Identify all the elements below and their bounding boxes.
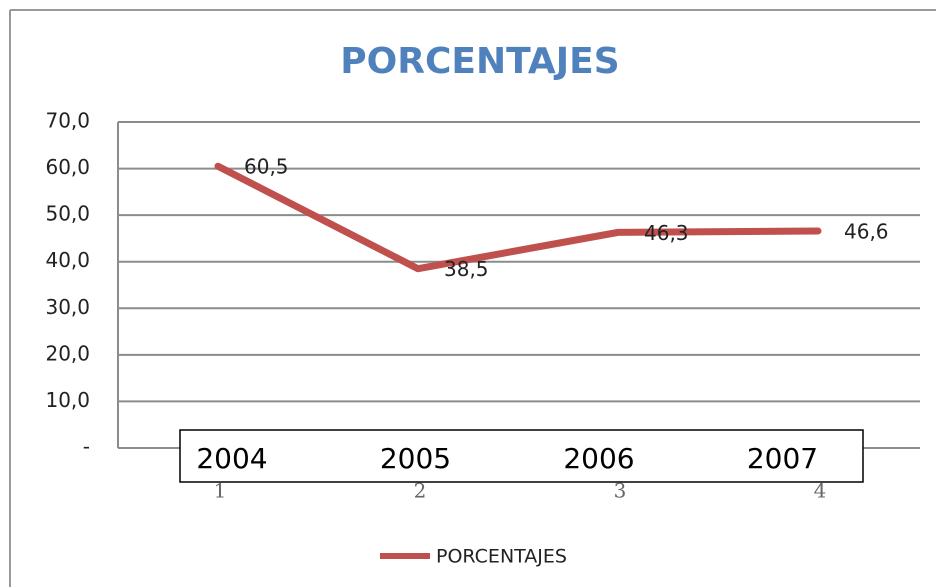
- y-tick-label: 50,0: [45, 202, 90, 226]
- data-label: 38,5: [444, 257, 489, 281]
- y-tick-label: 30,0: [45, 295, 90, 319]
- year-box: [179, 429, 864, 483]
- data-label: 46,6: [844, 219, 889, 243]
- legend-label: PORCENTAJES: [436, 546, 567, 568]
- y-tick-label: -: [83, 435, 90, 459]
- year-label: 2007: [747, 442, 818, 475]
- x-tick-label: 1: [214, 479, 227, 503]
- x-tick-label: 2: [414, 479, 427, 503]
- x-tick-label: 3: [614, 479, 627, 503]
- data-line: [214, 162, 822, 273]
- year-label: 2006: [563, 442, 634, 475]
- year-label: 2004: [196, 442, 267, 475]
- y-tick-label: 70,0: [45, 109, 90, 133]
- x-tick-label: 4: [814, 479, 827, 503]
- data-label: 60,5: [244, 155, 289, 179]
- y-tick-label: 40,0: [45, 248, 90, 272]
- y-tick-label: 10,0: [45, 388, 90, 412]
- y-tick-label: 60,0: [45, 155, 90, 179]
- chart-title: PORCENTAJES: [340, 41, 619, 82]
- year-label: 2005: [380, 442, 451, 475]
- y-tick-label: 20,0: [45, 341, 90, 365]
- data-label: 46,3: [644, 221, 689, 245]
